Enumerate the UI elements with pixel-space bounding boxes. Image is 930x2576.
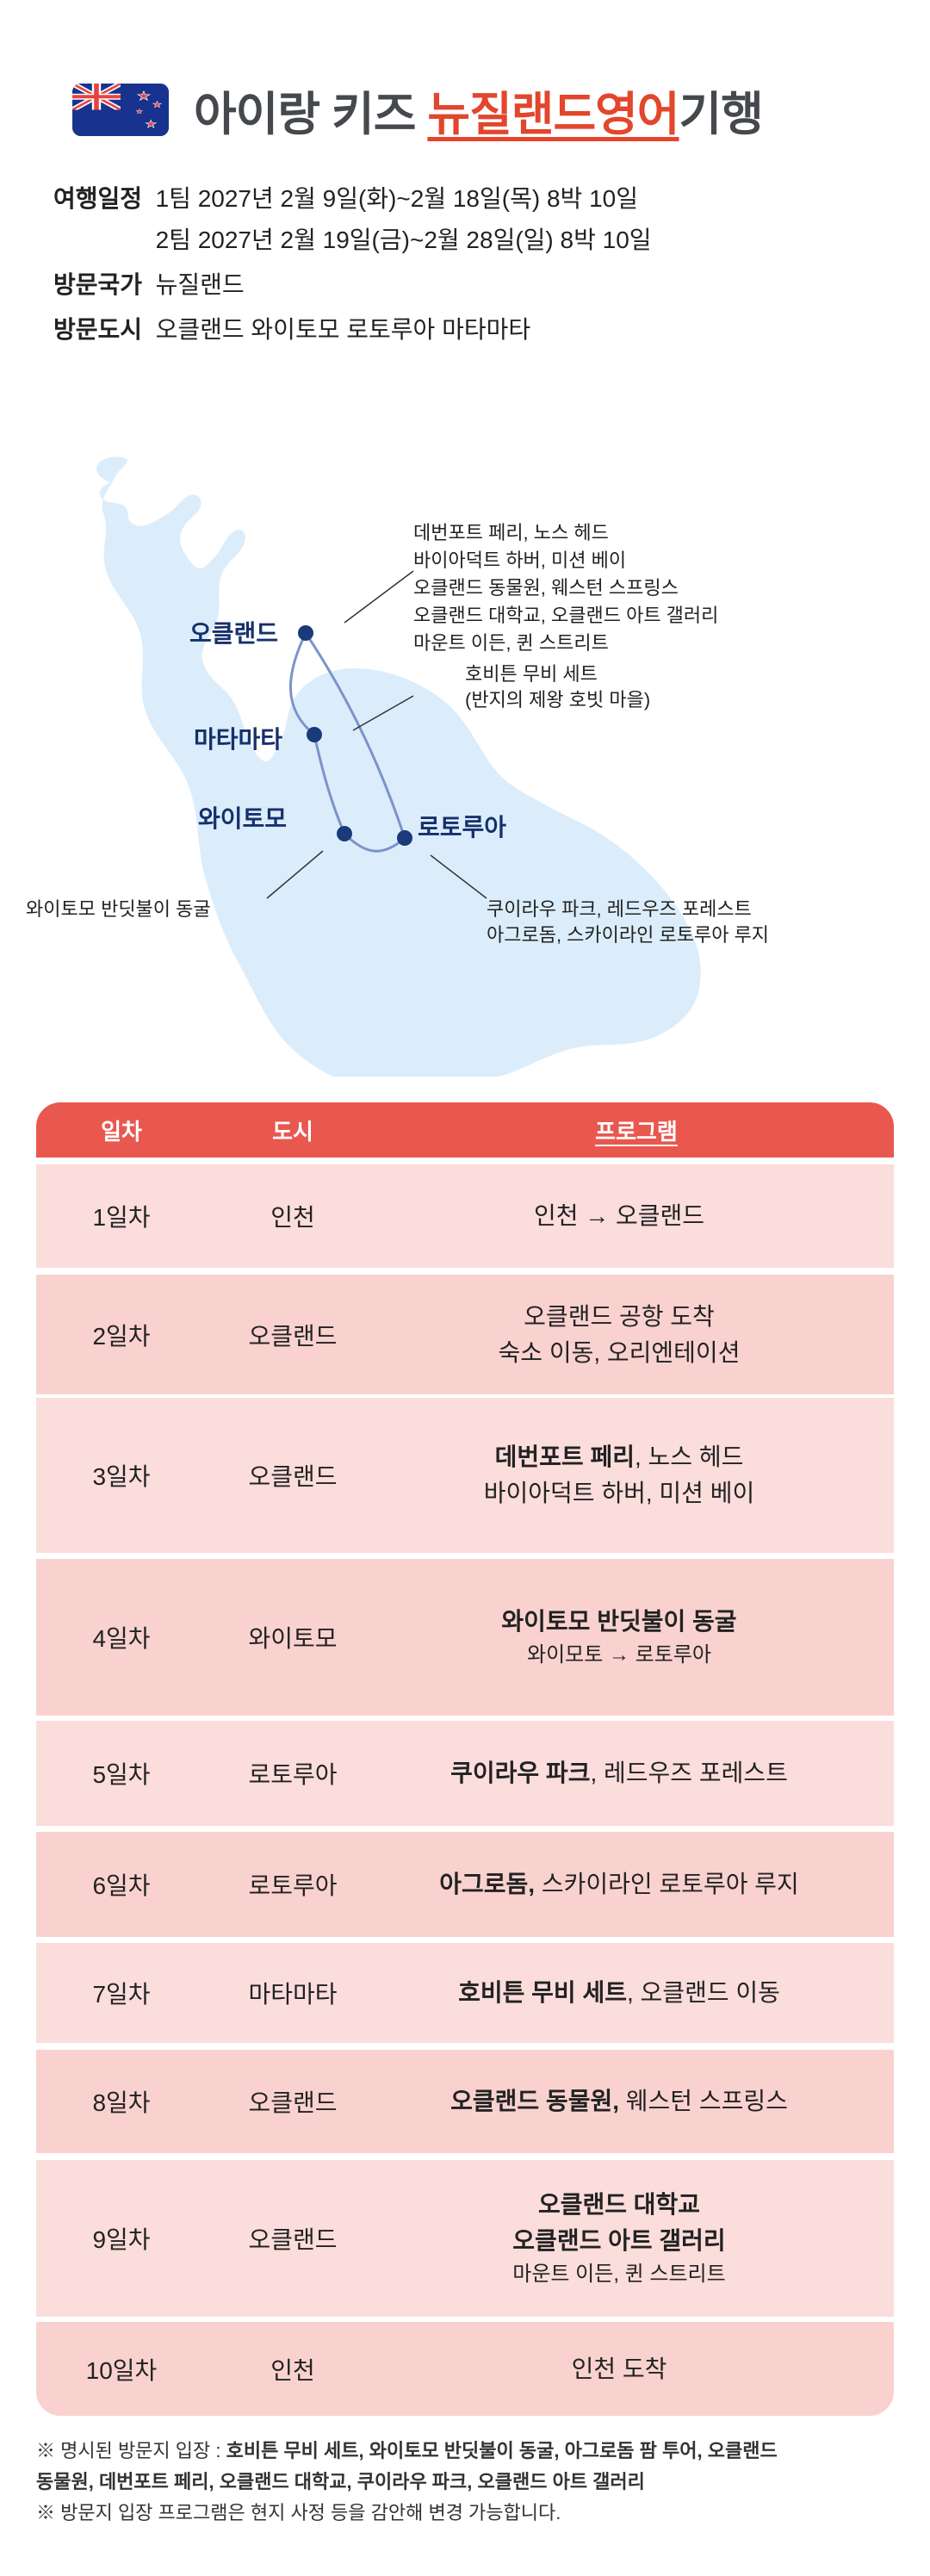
svg-text:와이토모 반딧불이 동굴: 와이토모 반딧불이 동굴 bbox=[26, 898, 211, 920]
svg-text:쿠이라우 파크, 레드우즈 포레스트: 쿠이라우 파크, 레드우즈 포레스트 bbox=[487, 898, 752, 920]
svg-text:오클랜드 동물원, 웨스턴 스프링스: 오클랜드 동물원, 웨스턴 스프링스 bbox=[413, 577, 679, 599]
svg-text:바이아덕트 하버, 미션 베이: 바이아덕트 하버, 미션 베이 bbox=[413, 549, 626, 571]
svg-text:데번포트 페리, 노스 헤드: 데번포트 페리, 노스 헤드 bbox=[413, 522, 609, 543]
svg-text:호비튼 무비 세트: 호비튼 무비 세트 bbox=[465, 663, 598, 685]
svg-text:오클랜드 대학교, 오클랜드 아트 갤러리: 오클랜드 대학교, 오클랜드 아트 갤러리 bbox=[413, 605, 718, 626]
svg-text:로토루아: 로토루아 bbox=[418, 814, 506, 841]
svg-text:오클랜드: 오클랜드 bbox=[189, 620, 278, 647]
svg-text:마운트 이든, 퀸 스트리트: 마운트 이든, 퀸 스트리트 bbox=[413, 632, 609, 654]
svg-text:아그로돔, 스카이라인 로토루아 루지: 아그로돔, 스카이라인 로토루아 루지 bbox=[487, 924, 769, 946]
svg-text:와이토모: 와이토모 bbox=[198, 805, 287, 832]
svg-text:마타마타: 마타마타 bbox=[194, 726, 282, 753]
svg-text:(반지의 제왕 호빗 마을): (반지의 제왕 호빗 마을) bbox=[465, 689, 650, 711]
